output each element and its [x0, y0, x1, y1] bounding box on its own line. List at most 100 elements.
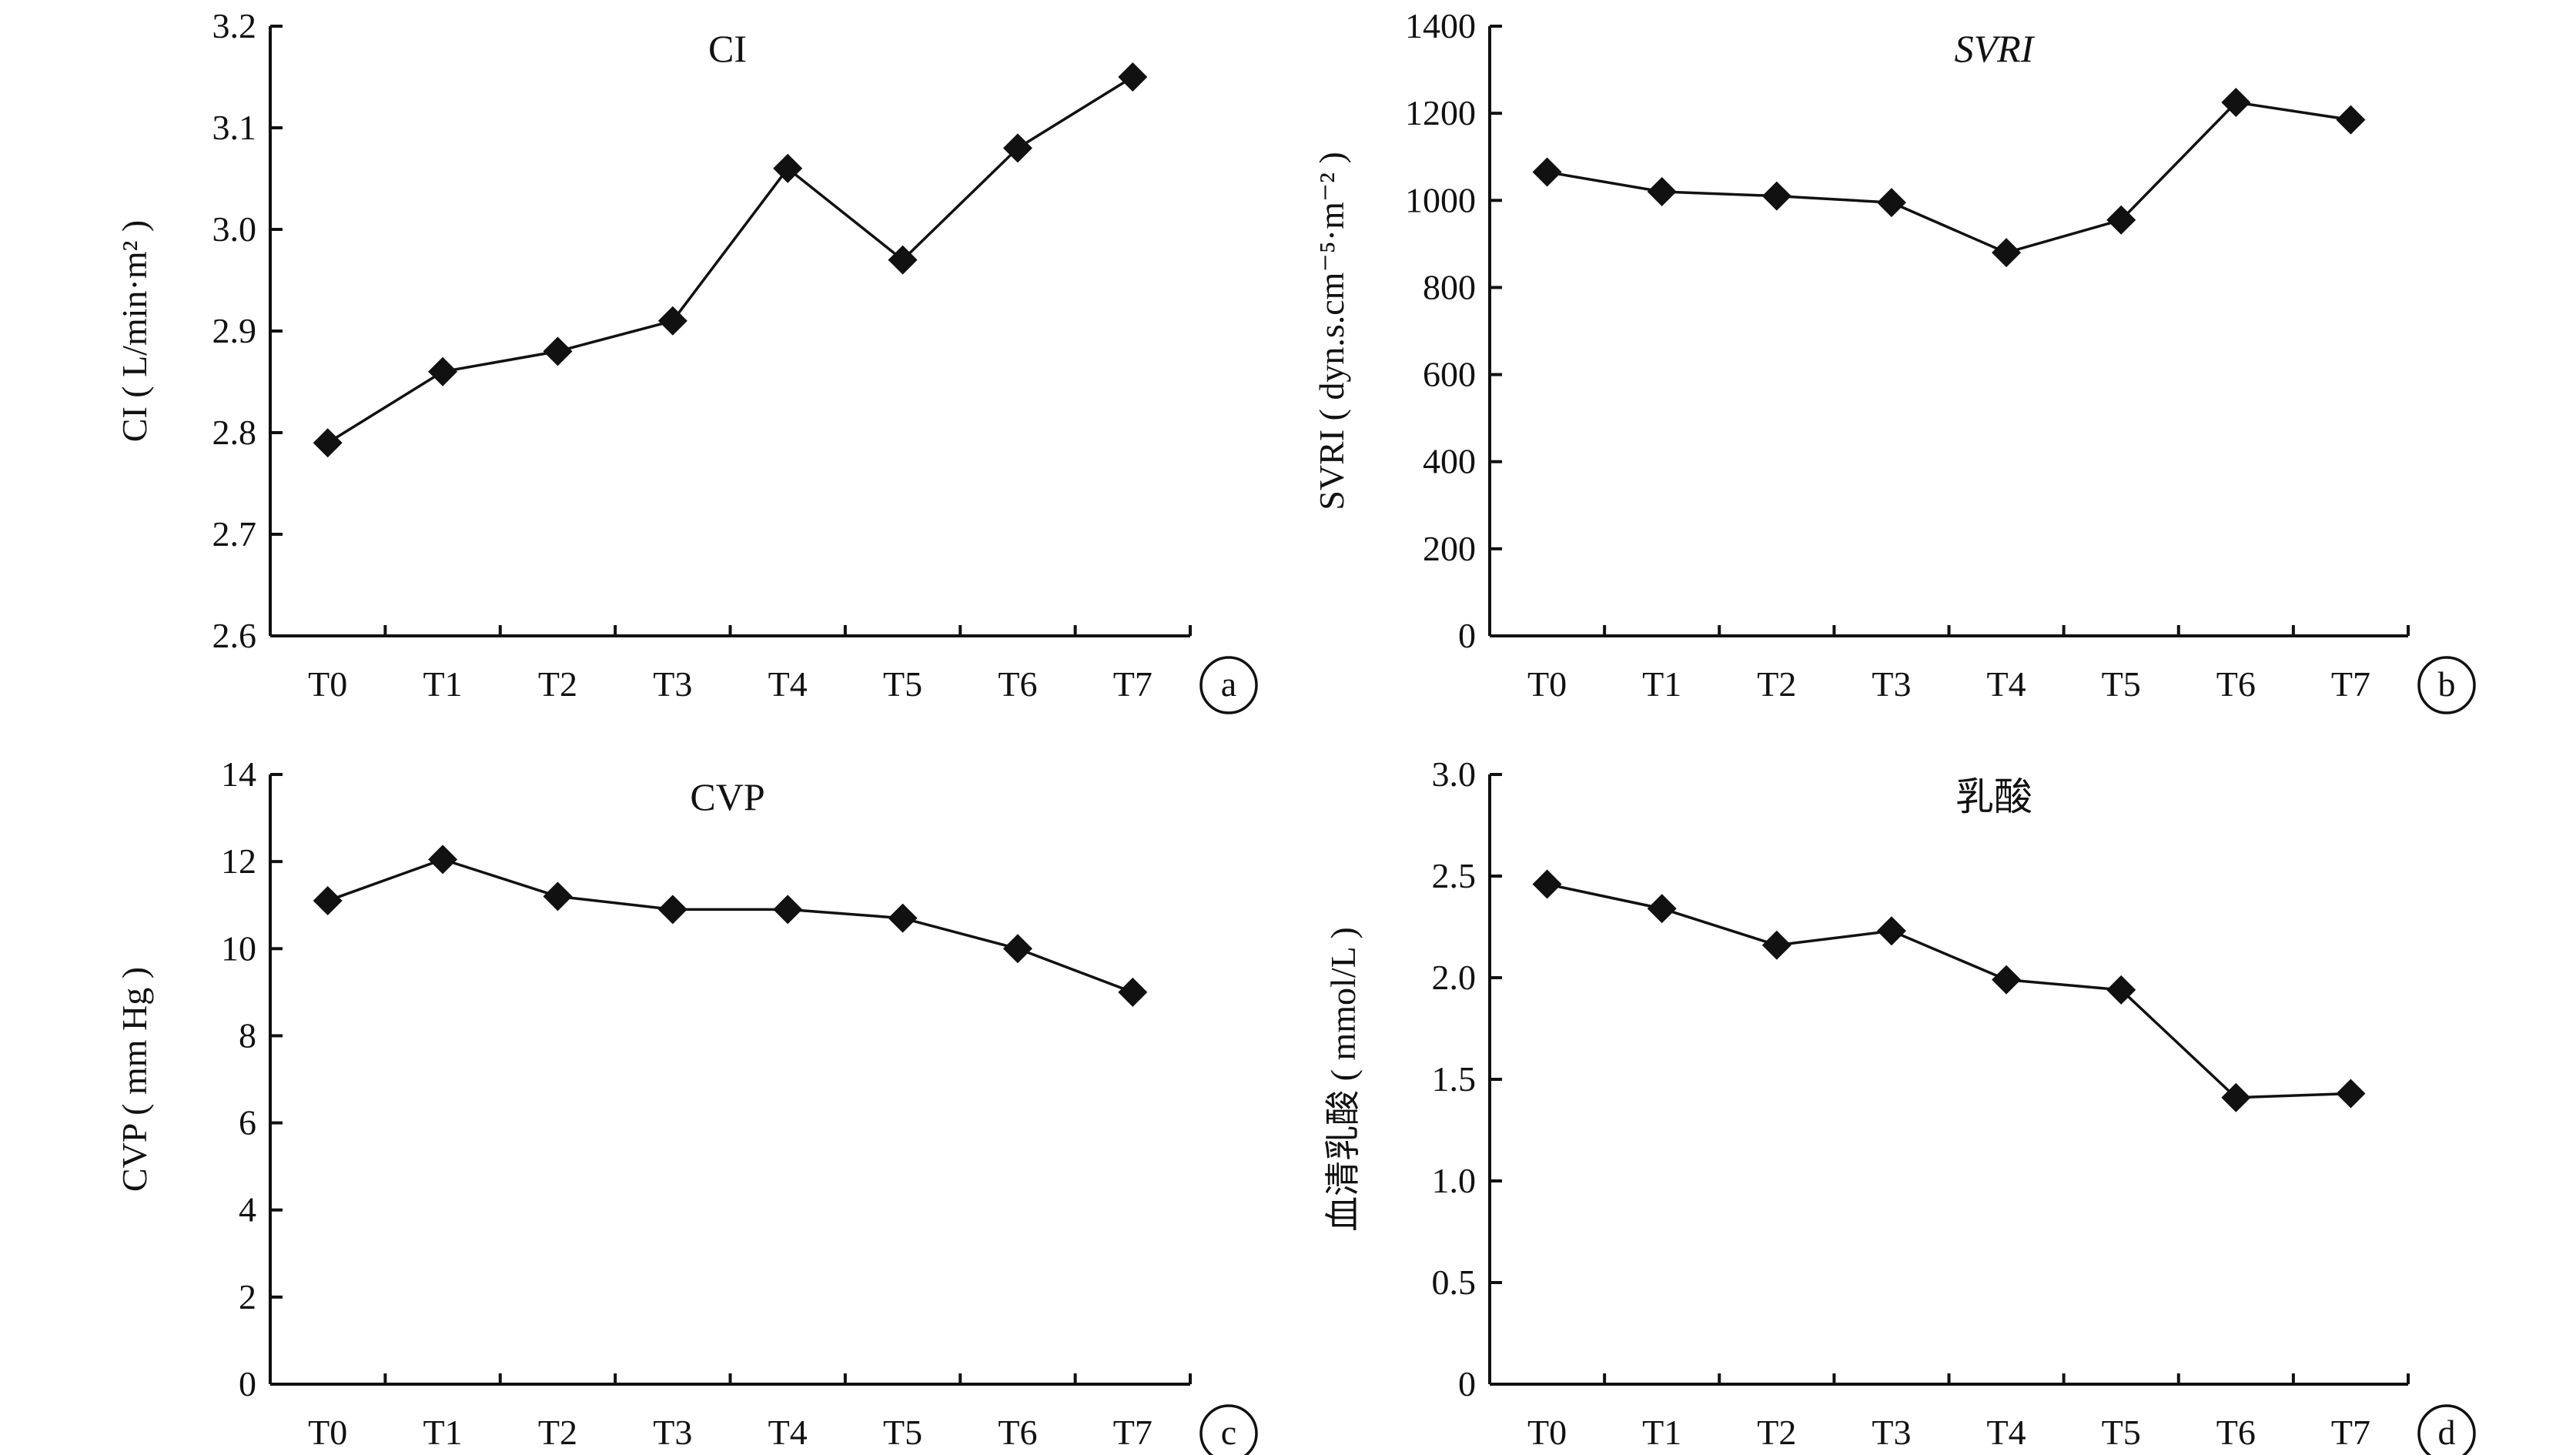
series-line	[1547, 882, 2351, 1099]
data-point-T5	[888, 903, 918, 933]
y-tick-label: 0.5	[1432, 1263, 1477, 1302]
data-point-T2	[1761, 930, 1791, 960]
x-tick-label: T6	[2216, 1413, 2256, 1452]
y-tick-label: 2	[239, 1277, 256, 1316]
chart-title: CI	[708, 27, 747, 70]
y-tick-label: 1.5	[1432, 1059, 1477, 1099]
x-tick-label: T4	[1987, 664, 2026, 704]
x-tick-label: T0	[308, 664, 347, 704]
data-point-T0	[1532, 157, 1562, 187]
data-point-T4	[1992, 238, 2022, 268]
y-tick-label: 0	[1458, 1364, 1476, 1403]
y-tick-label: 0	[239, 1364, 256, 1403]
y-tick-label: 3.1	[212, 108, 257, 147]
panel-letter-circle	[2417, 1404, 2476, 1455]
x-tick-label: T0	[1527, 664, 1567, 704]
y-axis-title: CVP ( mm Hg )	[115, 967, 154, 1192]
x-tick-label: T3	[1872, 1413, 1911, 1452]
data-point-T5	[2106, 205, 2136, 235]
chart-title: 乳酸	[1955, 775, 2032, 818]
data-point-T2	[543, 881, 573, 911]
y-tick-label: 2.0	[1432, 958, 1477, 997]
y-tick-label: 6	[239, 1103, 256, 1142]
y-tick-label: 2.6	[212, 616, 257, 655]
x-tick-label: T7	[2331, 1413, 2370, 1452]
y-axis-title: SVRI ( dyn.s.cm⁻⁵·m⁻² )	[1312, 152, 1351, 510]
panel-letter: a	[1221, 664, 1236, 704]
y-tick-label: 10	[221, 928, 256, 968]
data-point-T2	[543, 336, 573, 366]
panel-letter-circle	[1199, 656, 1258, 714]
x-tick-label: T4	[768, 664, 808, 704]
data-point-T6	[2221, 1082, 2251, 1112]
x-tick-label: T6	[2216, 664, 2256, 704]
series-line	[1547, 101, 2351, 255]
data-point-T1	[428, 356, 458, 386]
y-tick-label: 1400	[1405, 6, 1476, 45]
data-point-T6	[1002, 934, 1032, 964]
x-tick-label: T1	[1642, 1413, 1681, 1452]
data-point-T7	[2336, 105, 2366, 135]
y-tick-label: 1.0	[1432, 1161, 1477, 1200]
data-point-T2	[1761, 181, 1791, 211]
y-tick-label: 200	[1423, 529, 1476, 568]
x-tick-label: T2	[1757, 1413, 1796, 1452]
data-point-T0	[313, 428, 343, 458]
data-point-T6	[1002, 133, 1032, 163]
x-tick-label: T1	[423, 1413, 463, 1452]
x-tick-label: T5	[883, 664, 922, 704]
y-tick-label: 1200	[1405, 93, 1476, 132]
x-tick-label: T7	[2331, 664, 2370, 704]
data-point-T1	[1647, 894, 1677, 924]
y-tick-label: 2.9	[212, 311, 257, 350]
data-point-T1	[428, 845, 458, 875]
x-tick-label: T5	[2102, 1413, 2141, 1452]
data-point-T3	[657, 306, 687, 336]
x-tick-label: T0	[308, 1413, 347, 1452]
x-tick-label: T2	[1757, 664, 1796, 704]
chart-title: SVRI	[1955, 27, 2036, 70]
panel-letter-circle	[1199, 1404, 1258, 1455]
data-point-T7	[2336, 1079, 2366, 1109]
x-tick-label: T6	[998, 664, 1037, 704]
y-tick-label: 0	[1458, 616, 1476, 655]
x-tick-label: T4	[768, 1413, 808, 1452]
y-axis-title: 血清乳酸 ( mmol/L )	[1323, 927, 1363, 1232]
chart-title: CVP	[690, 775, 764, 818]
chart-panel-d: 0 0.5 1.0 1.5 2.0 2.5 3.0 T0 T1 T2 T3 T4 T5 T6 T7 乳酸血清乳…	[1323, 754, 2476, 1455]
data-point-T1	[1647, 176, 1677, 206]
series-line	[326, 75, 1134, 444]
x-tick-label: T5	[883, 1413, 922, 1452]
data-point-T3	[1876, 916, 1906, 946]
x-tick-label: T2	[538, 1413, 577, 1452]
data-point-T3	[657, 895, 687, 925]
panel-letter: b	[2438, 664, 2456, 704]
y-tick-label: 3.0	[212, 209, 257, 249]
y-tick-label: 2.7	[212, 514, 257, 554]
panel-letter: c	[1221, 1413, 1236, 1452]
y-tick-label: 400	[1423, 442, 1476, 481]
x-tick-label: T3	[1872, 664, 1911, 704]
x-tick-label: T3	[653, 1413, 692, 1452]
x-tick-label: T0	[1527, 1413, 1567, 1452]
y-tick-label: 8	[239, 1015, 256, 1055]
x-tick-label: T2	[538, 664, 577, 704]
data-point-T0	[1532, 869, 1562, 899]
y-axis-title: CI ( L/min·m² )	[115, 220, 154, 442]
y-tick-label: 2.5	[1432, 856, 1477, 895]
chart-panel-c: 0 2 4 6 8 10 12 14 T0 T1 T2 T3 T4 T5 T6 T7 CVP CVP ( mm H…	[115, 754, 1258, 1455]
data-point-T3	[1876, 188, 1906, 218]
x-tick-label: T5	[2102, 664, 2141, 704]
panel-letter-circle	[2417, 656, 2476, 714]
x-tick-label: T3	[653, 664, 692, 704]
x-tick-label: T7	[1113, 664, 1153, 704]
data-point-T4	[773, 895, 803, 925]
y-tick-label: 1000	[1405, 180, 1476, 219]
data-point-T4	[773, 153, 803, 183]
x-tick-label: T1	[423, 664, 463, 704]
x-tick-label: T1	[1642, 664, 1681, 704]
y-tick-label: 12	[221, 841, 256, 881]
data-point-T7	[1118, 977, 1148, 1007]
data-point-T0	[313, 886, 343, 916]
y-tick-label: 800	[1423, 267, 1476, 306]
